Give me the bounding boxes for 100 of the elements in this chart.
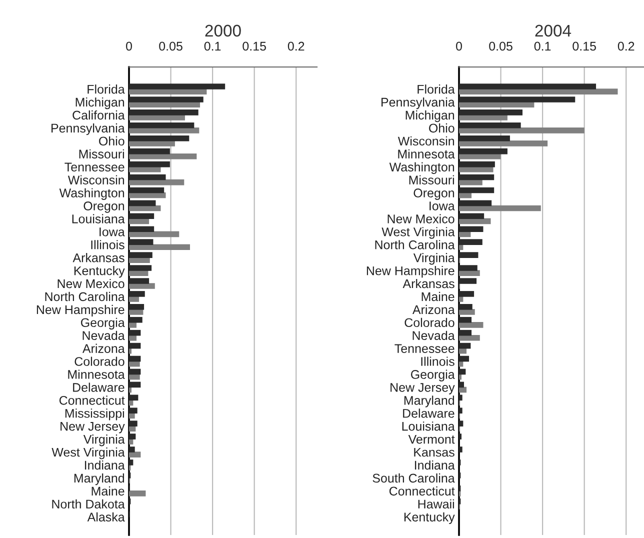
y-tick-label: Colorado bbox=[404, 318, 454, 328]
bar bbox=[129, 153, 197, 160]
bar bbox=[459, 110, 522, 116]
bar bbox=[129, 161, 170, 168]
bar bbox=[459, 140, 548, 146]
y-tick-label: Delaware bbox=[73, 382, 124, 392]
y-tick-label: Nevada bbox=[412, 330, 455, 340]
bar bbox=[459, 239, 482, 245]
y-tick-label: Tennessee bbox=[394, 344, 454, 353]
bar bbox=[129, 334, 137, 341]
bar bbox=[129, 452, 141, 458]
y-tick-label: Minnesota bbox=[68, 370, 125, 379]
y-tick-label: Tennessee bbox=[64, 162, 124, 172]
y-tick-label: Pennsylvania bbox=[52, 123, 125, 136]
bar bbox=[459, 200, 492, 206]
bar bbox=[459, 148, 508, 154]
bar bbox=[459, 135, 510, 142]
y-tick-label: Georgia bbox=[80, 318, 125, 330]
x-tick-label: 0.05 bbox=[159, 42, 182, 51]
bar bbox=[459, 420, 464, 426]
bar bbox=[129, 408, 138, 414]
y-tick-label: Florida bbox=[88, 84, 125, 94]
bar bbox=[459, 394, 462, 401]
y-tick-label: Indiana bbox=[414, 460, 455, 470]
bar bbox=[459, 122, 521, 128]
bar bbox=[129, 231, 180, 238]
bar bbox=[459, 252, 478, 258]
bar bbox=[129, 122, 194, 128]
bar bbox=[129, 304, 144, 310]
y-tick-label: Illinois bbox=[421, 356, 454, 366]
bar bbox=[129, 226, 154, 232]
bar bbox=[129, 490, 146, 496]
y-tick-label: Virginia bbox=[413, 253, 455, 265]
bar bbox=[129, 330, 141, 336]
y-tick-label: North Carolina bbox=[45, 292, 125, 302]
bar bbox=[129, 420, 138, 426]
y-tick-label: New Jersey bbox=[390, 383, 455, 394]
bar bbox=[459, 161, 495, 168]
y-tick-label: Oregon bbox=[84, 202, 124, 213]
x-tick-label: 0.05 bbox=[489, 42, 512, 51]
bar bbox=[129, 283, 155, 289]
bar bbox=[129, 110, 198, 116]
bar bbox=[459, 278, 477, 284]
y-tick-label: Washington bbox=[389, 162, 454, 174]
y-tick-label: Connecticut bbox=[59, 396, 125, 405]
bar bbox=[129, 187, 164, 194]
y-tick-label: Arkansas bbox=[72, 253, 124, 262]
bar bbox=[459, 84, 596, 90]
y-tick-label: Kansas bbox=[414, 448, 454, 457]
x-tick-label: 0.2 bbox=[288, 42, 304, 51]
bar bbox=[459, 128, 584, 134]
y-tick-label: West Virginia bbox=[382, 227, 455, 239]
y-tick-label: West Virginia bbox=[52, 448, 125, 460]
y-tick-label: Indiana bbox=[84, 460, 125, 470]
y-tick-label: Michigan bbox=[76, 97, 124, 110]
y-tick-label: Missouri bbox=[79, 149, 124, 159]
bar bbox=[459, 316, 472, 323]
y-tick-label: Pennsylvania bbox=[382, 97, 455, 110]
bar bbox=[459, 322, 484, 328]
y-tick-label: Vermont bbox=[408, 434, 455, 444]
x-tick-label: 0.15 bbox=[242, 42, 266, 51]
y-tick-label: Georgia bbox=[410, 370, 455, 382]
y-tick-label: Mississippi bbox=[65, 408, 124, 420]
bar bbox=[459, 408, 462, 414]
bar bbox=[459, 446, 462, 452]
bar bbox=[459, 382, 464, 388]
bar bbox=[459, 342, 471, 349]
y-tick-label: Virginia bbox=[83, 434, 125, 446]
bar bbox=[459, 96, 576, 102]
y-tick-label: Kentucky bbox=[74, 266, 125, 278]
y-tick-label: Oregon bbox=[414, 188, 454, 200]
bar bbox=[129, 356, 141, 362]
bar bbox=[129, 200, 156, 206]
bar bbox=[459, 205, 541, 212]
bar bbox=[129, 291, 145, 297]
bar bbox=[459, 166, 494, 172]
y-tick-label: New Jersey bbox=[60, 422, 125, 434]
bar bbox=[129, 148, 170, 154]
bar bbox=[459, 226, 484, 232]
y-tick-label: Illinois bbox=[91, 240, 124, 250]
bar bbox=[129, 316, 142, 323]
y-tick-label: Florida bbox=[418, 84, 455, 94]
bar bbox=[129, 166, 161, 172]
y-tick-label: Iowa bbox=[100, 228, 125, 236]
y-tick-label: Colorado bbox=[74, 356, 124, 366]
y-tick-label: Maine bbox=[92, 486, 124, 496]
bar bbox=[129, 244, 190, 250]
x-tick-label: 0.2 bbox=[618, 42, 634, 51]
bar bbox=[459, 368, 466, 375]
y-tick-label: Maine bbox=[422, 292, 454, 302]
y-tick-label: Missouri bbox=[409, 175, 454, 184]
bar bbox=[129, 382, 141, 388]
bar bbox=[459, 434, 462, 440]
bar bbox=[129, 446, 135, 452]
bar bbox=[129, 348, 132, 354]
bar bbox=[459, 291, 474, 297]
bar bbox=[129, 213, 154, 220]
bar bbox=[129, 174, 166, 180]
y-tick-label: South Carolina bbox=[372, 473, 455, 483]
bar bbox=[129, 342, 141, 349]
